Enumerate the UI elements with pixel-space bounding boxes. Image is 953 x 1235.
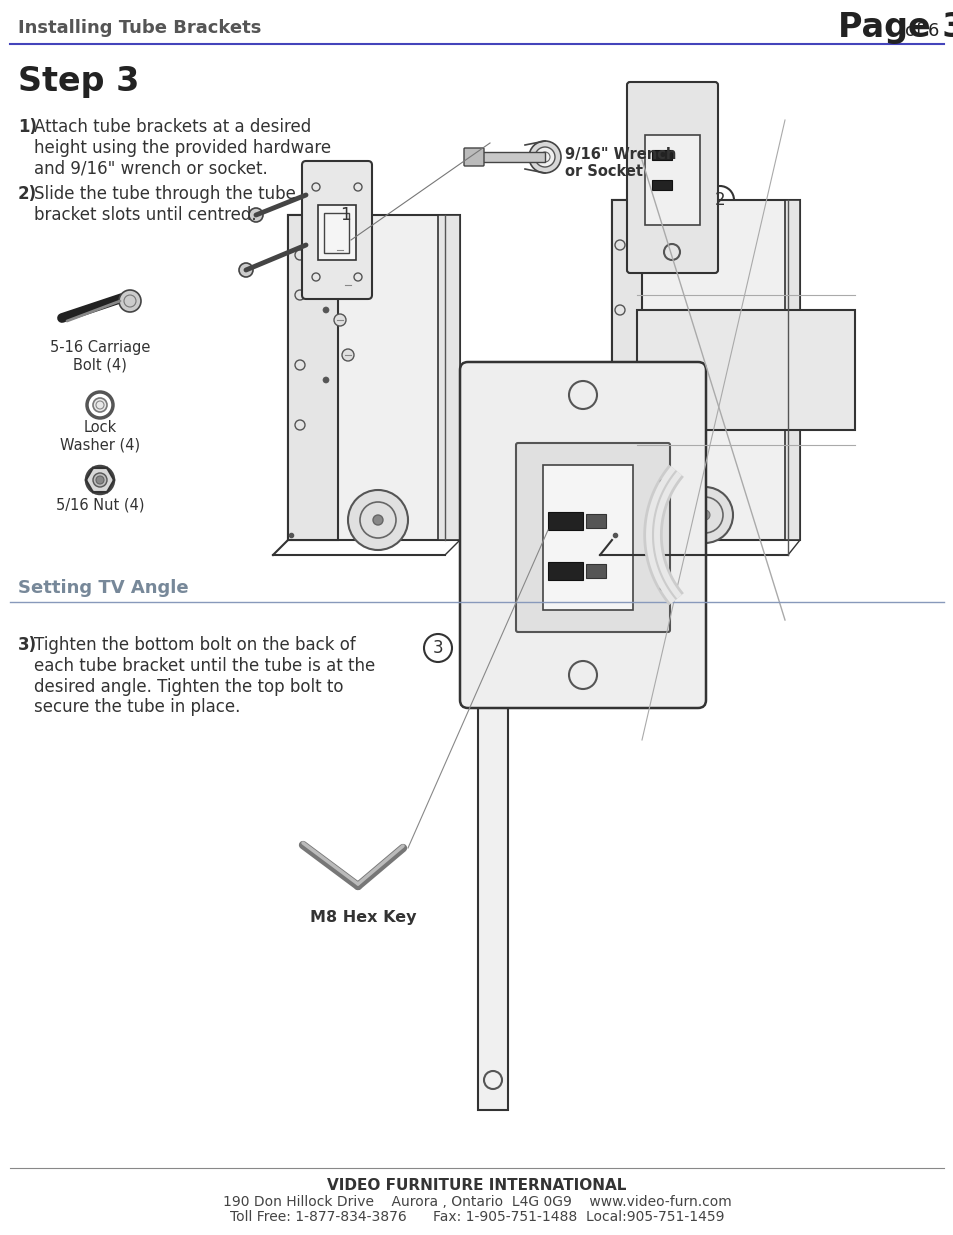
Bar [784, 200, 800, 540]
Circle shape [323, 262, 329, 268]
Circle shape [677, 487, 732, 543]
Circle shape [323, 377, 329, 383]
Text: VIDEO FURNITURE INTERNATIONAL: VIDEO FURNITURE INTERNATIONAL [327, 1177, 626, 1193]
Text: Installing Tube Brackets: Installing Tube Brackets [18, 19, 261, 37]
FancyBboxPatch shape [516, 443, 669, 632]
Bar [288, 215, 459, 540]
Text: Tighten the bottom bolt on the back of
each tube bracket until the tube is at th: Tighten the bottom bolt on the back of e… [34, 636, 375, 716]
Circle shape [535, 147, 555, 167]
Bar [324, 212, 349, 253]
Circle shape [373, 515, 382, 525]
Text: 5-16 Carriage
Bolt (4): 5-16 Carriage Bolt (4) [50, 340, 150, 373]
FancyBboxPatch shape [463, 148, 483, 165]
Text: Slide the tube through the tube
bracket slots until centred.: Slide the tube through the tube bracket … [34, 185, 295, 224]
Text: 9/16" Wrench
or Socket: 9/16" Wrench or Socket [564, 147, 676, 179]
Circle shape [334, 245, 346, 256]
Circle shape [323, 308, 329, 312]
Circle shape [239, 263, 253, 277]
Bar [612, 200, 641, 540]
Text: Setting TV Angle: Setting TV Angle [18, 579, 189, 597]
Bar [288, 215, 337, 540]
Text: M8 Hex Key: M8 Hex Key [310, 910, 416, 925]
Text: 2): 2) [18, 185, 37, 203]
Bar [317, 205, 355, 261]
Circle shape [650, 317, 657, 324]
Bar [479, 152, 544, 162]
Bar [585, 564, 605, 578]
Text: Lock
Washer (4): Lock Washer (4) [60, 420, 140, 452]
Bar [651, 149, 671, 161]
Text: 1): 1) [18, 119, 37, 136]
Circle shape [341, 279, 354, 291]
Circle shape [119, 290, 141, 312]
FancyBboxPatch shape [302, 161, 372, 299]
Bar [637, 310, 854, 430]
Circle shape [86, 466, 113, 494]
Circle shape [92, 398, 107, 412]
Circle shape [92, 473, 107, 487]
Bar [542, 466, 633, 610]
Text: of 6: of 6 [904, 22, 939, 40]
Text: 190 Don Hillock Drive    Aurora , Ontario  L4G 0G9    www.video-furn.com: 190 Don Hillock Drive Aurora , Ontario L… [222, 1195, 731, 1209]
Circle shape [249, 207, 263, 222]
Text: Page 3: Page 3 [837, 11, 953, 44]
Text: 2: 2 [714, 191, 724, 209]
Text: Toll Free: 1-877-834-3876      Fax: 1-905-751-1488  Local:905-751-1459: Toll Free: 1-877-834-3876 Fax: 1-905-751… [230, 1210, 723, 1224]
Bar [547, 513, 582, 530]
Circle shape [96, 475, 104, 484]
Circle shape [341, 350, 354, 361]
FancyBboxPatch shape [626, 82, 718, 273]
Text: 5/16 Nut (4): 5/16 Nut (4) [55, 496, 144, 513]
Circle shape [650, 252, 657, 258]
Text: 1: 1 [339, 206, 350, 224]
Text: Attach tube brackets at a desired
height using the provided hardware
and 9/16" w: Attach tube brackets at a desired height… [34, 119, 331, 178]
Bar [644, 135, 700, 225]
Bar [612, 200, 800, 540]
Circle shape [700, 510, 709, 520]
Text: 3: 3 [433, 638, 443, 657]
Circle shape [334, 314, 346, 326]
Bar [651, 180, 671, 190]
FancyBboxPatch shape [459, 362, 705, 708]
Text: Step 3: Step 3 [18, 65, 139, 99]
Bar [585, 514, 605, 529]
Circle shape [529, 141, 560, 173]
Bar [547, 562, 582, 580]
Circle shape [348, 490, 408, 550]
Text: 3): 3) [18, 636, 37, 655]
Bar [477, 630, 507, 1110]
Bar [437, 215, 459, 540]
